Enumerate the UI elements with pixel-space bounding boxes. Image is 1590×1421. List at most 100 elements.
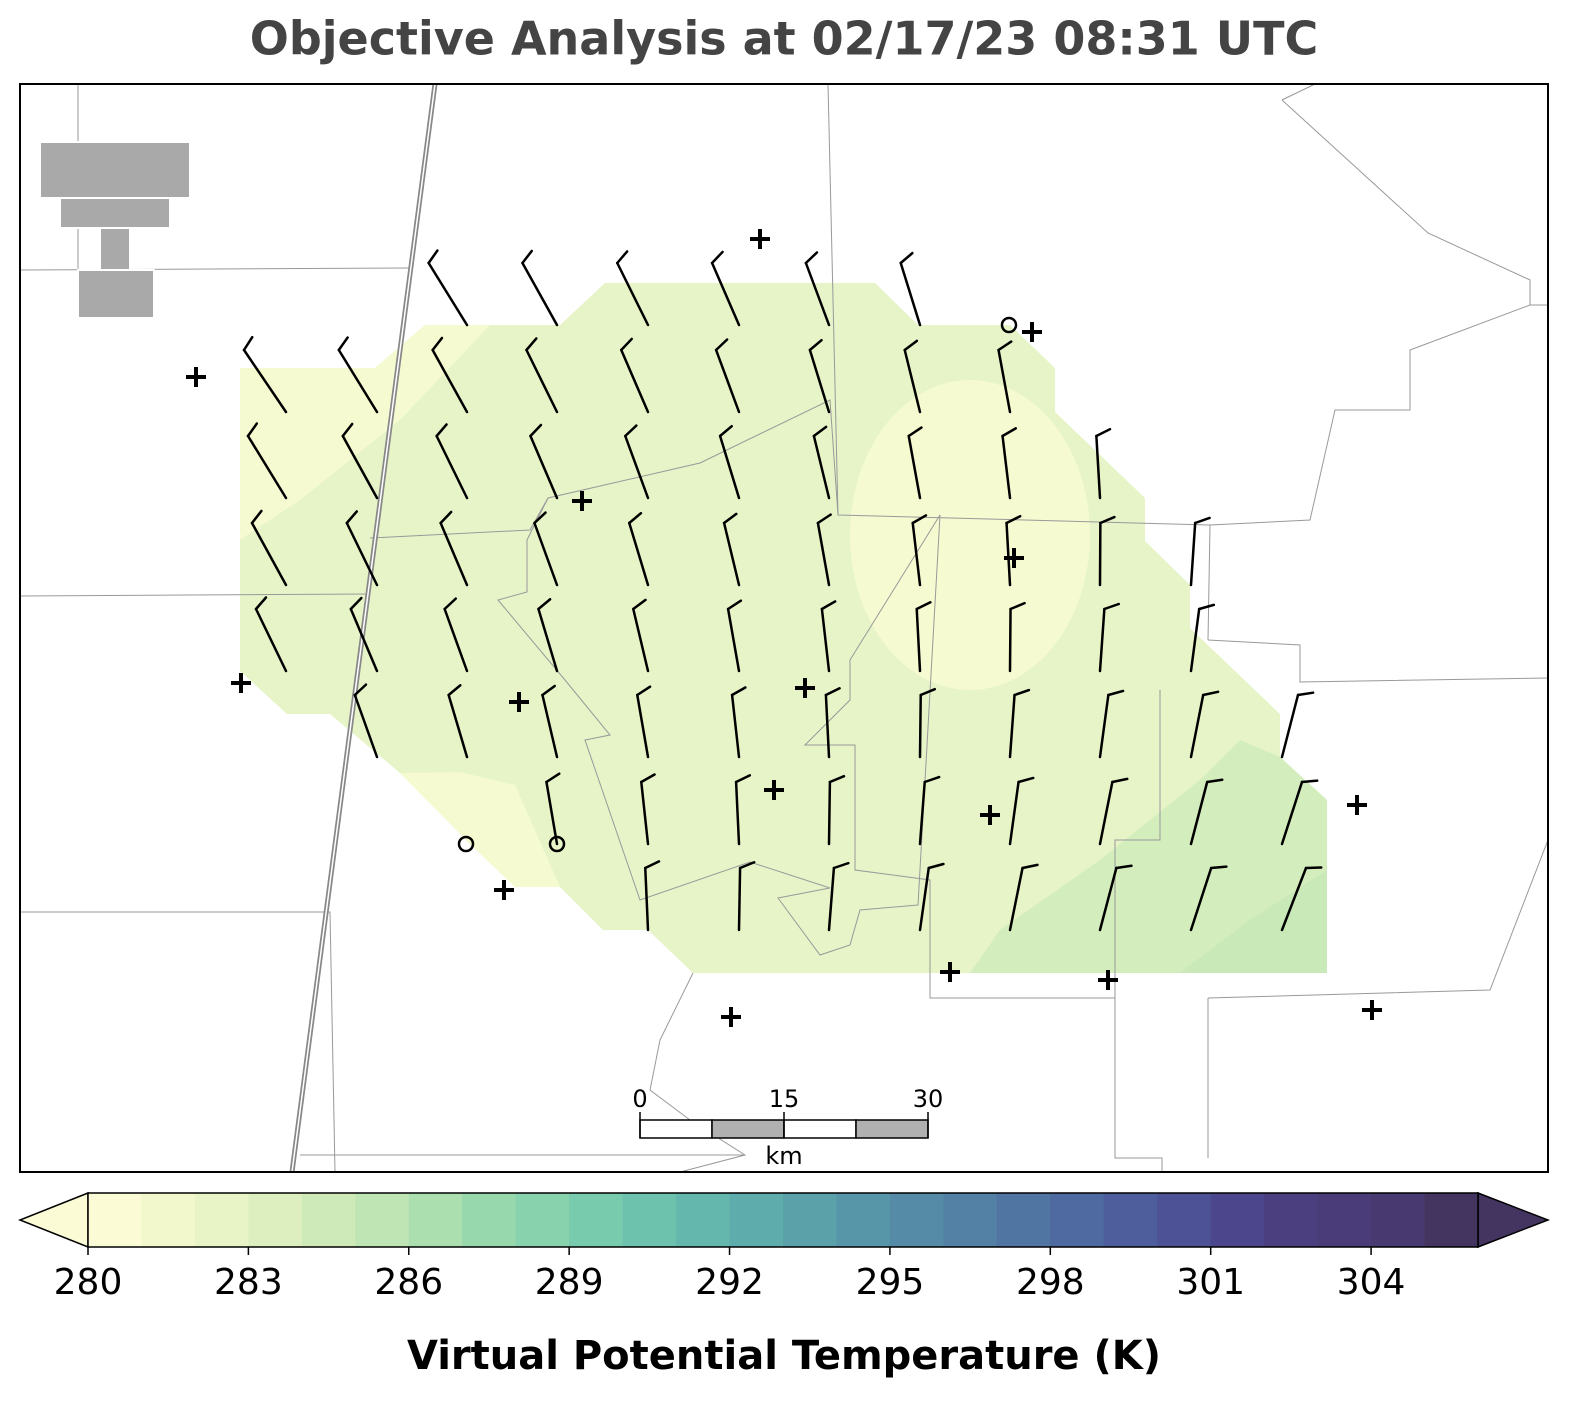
colorbar-bin — [1050, 1193, 1105, 1247]
colorbar-bin — [194, 1193, 249, 1247]
wind-barb-flag — [525, 337, 538, 352]
wind-barb-flag — [1205, 778, 1224, 784]
wind-barb — [427, 261, 469, 327]
wind-barb — [710, 261, 741, 327]
station-plus — [186, 367, 206, 387]
wind-barb — [1008, 866, 1024, 932]
wind-barb-flag — [718, 424, 733, 438]
colorbar-bin — [836, 1193, 891, 1247]
station-calm — [457, 835, 475, 853]
colorbar-tick-label: 292 — [695, 1262, 764, 1303]
wind-barb — [1001, 434, 1012, 500]
wind-barb-flag — [616, 250, 629, 265]
wind-barb — [1098, 780, 1114, 846]
station-calm — [548, 835, 566, 853]
wind-barb — [726, 607, 741, 673]
wind-barb-flag — [533, 511, 547, 525]
wind-barb — [254, 607, 288, 673]
wind-barb-flag — [1300, 779, 1319, 784]
colorbar-bin — [1317, 1193, 1372, 1247]
wind-barb — [537, 607, 559, 673]
analysis-field-high — [970, 740, 1327, 973]
colorbar-bin — [141, 1193, 196, 1247]
wind-barb-flag — [726, 599, 743, 611]
colorbar-bin — [1264, 1193, 1319, 1247]
station-plus — [494, 880, 514, 900]
wind-barb — [1005, 521, 1012, 587]
wind-barb-flag — [828, 774, 846, 784]
wind-barb-flag — [624, 424, 638, 438]
wind-barb — [1280, 780, 1304, 846]
colorbar-tick-label: 304 — [1337, 1262, 1406, 1303]
colorbar-bin — [622, 1193, 677, 1247]
wind-barb — [1280, 866, 1308, 932]
wind-barb-flag — [1095, 427, 1112, 438]
colorbar-bin — [1157, 1193, 1212, 1247]
scale-unit: km — [765, 1142, 802, 1170]
station-plus — [1098, 970, 1118, 990]
colorbar: 280 283 286 289 292 295 298 301 304 Virtual Poten… — [17, 1191, 1551, 1379]
wind-barb-flag — [907, 426, 923, 438]
wind-barb — [907, 434, 922, 500]
colorbar-bin — [88, 1193, 142, 1247]
scale-segment — [639, 1119, 713, 1139]
wind-barb-flag — [1201, 690, 1220, 697]
wind-barb-flag — [628, 511, 643, 525]
scale-segment — [783, 1119, 857, 1139]
wind-barb-flag — [1193, 516, 1211, 525]
wind-barb — [1008, 780, 1020, 846]
wind-barb-flag — [1304, 866, 1323, 870]
wind-barb-flag — [710, 250, 724, 265]
wind-barb — [443, 607, 469, 673]
wind-barb-flag — [903, 339, 919, 352]
station-plus — [509, 692, 529, 712]
logo — [39, 141, 191, 319]
colorbar-tick-label: 295 — [856, 1262, 925, 1303]
wind-barb — [1189, 521, 1197, 587]
wind-barb-flag — [632, 598, 647, 611]
colorbar-bin — [515, 1193, 570, 1247]
wind-barb — [533, 521, 559, 587]
colorbar-tick-label: 289 — [535, 1262, 604, 1303]
wind-barb-flag — [1115, 864, 1133, 870]
wind-barb-flag — [427, 249, 439, 265]
wind-barb-flag — [435, 423, 448, 438]
wind-barb-flag — [337, 336, 349, 352]
wind-barb — [529, 434, 559, 500]
wind-barb-flag — [1197, 603, 1216, 611]
wind-barb — [632, 607, 650, 673]
wind-barb — [1189, 866, 1213, 932]
wind-barb — [918, 866, 930, 932]
colorbar-bin — [676, 1193, 731, 1247]
colorbar-bin — [408, 1193, 463, 1247]
scale-segment — [855, 1119, 929, 1139]
title: Objective Analysis at 02/17/23 08:31 UTC — [250, 12, 1319, 66]
wind-barb — [447, 693, 469, 759]
wind-barb — [903, 348, 922, 414]
wind-barb-flag — [443, 597, 458, 611]
wind-barb — [1098, 866, 1118, 932]
colorbar-bin — [1371, 1193, 1426, 1247]
wind-barb — [1098, 607, 1106, 673]
analysis-field-low — [400, 772, 560, 887]
wind-barb-flag — [832, 861, 850, 870]
wind-barb — [337, 348, 379, 414]
wind-barb-flag — [447, 684, 462, 697]
wind-barb-flag — [431, 336, 444, 352]
wind-barb-flag — [521, 249, 534, 265]
colorbar-tick-label: 280 — [54, 1262, 123, 1303]
wind-barb — [714, 348, 741, 414]
colorbar-bin — [943, 1193, 998, 1247]
wind-barb-flag — [1103, 602, 1121, 611]
wind-barb-flag — [439, 510, 453, 525]
wind-barb — [242, 348, 288, 414]
wind-barb-flag — [1021, 863, 1039, 870]
station-plus — [1362, 1000, 1382, 1020]
wind-barb-flag — [1111, 777, 1129, 784]
wind-barb-flag — [541, 684, 556, 697]
wind-barb — [521, 261, 559, 327]
wind-barb-flag — [816, 513, 832, 525]
wind-barb — [1098, 693, 1110, 759]
colorbar-bin — [301, 1193, 356, 1247]
wind-barb — [620, 348, 650, 414]
